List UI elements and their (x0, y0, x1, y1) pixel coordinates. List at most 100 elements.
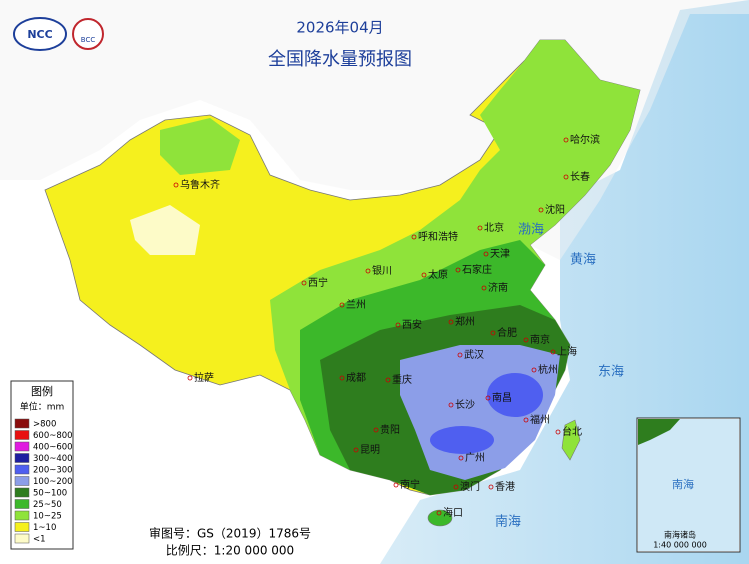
legend-label: 100~200 (33, 477, 73, 487)
city-dot (339, 375, 345, 381)
city-label: 北京 (484, 221, 504, 234)
legend-swatch (14, 487, 30, 498)
city-label: 福州 (530, 413, 550, 426)
inset-sea (638, 419, 739, 551)
city-dot (490, 330, 496, 336)
city-label: 长春 (570, 171, 590, 183)
city-dot (187, 375, 193, 381)
legend-swatch (14, 453, 30, 463)
city-label: 石家庄 (462, 263, 492, 276)
city-dot (458, 455, 464, 461)
legend-swatch (14, 522, 30, 532)
city-dot (523, 417, 529, 423)
city-dot (455, 267, 461, 273)
city-label: 济南 (488, 281, 508, 294)
legend-label: 200~300 (33, 466, 73, 476)
city-label: 台北 (562, 425, 582, 438)
city-dot (538, 207, 544, 213)
city-dot (339, 302, 345, 308)
city-dot (385, 377, 391, 383)
city-label: 沈阳 (545, 203, 565, 216)
footer-approval: 审图号：GS（2019）1786号 (149, 526, 311, 541)
city-label: 南宁 (400, 478, 420, 491)
city-label: 武汉 (464, 348, 484, 361)
city-label: 长沙 (455, 399, 475, 411)
city-dot (373, 427, 379, 433)
sea-label: 东海 (598, 365, 624, 380)
hainan (427, 509, 453, 527)
city-label: 兰州 (346, 298, 366, 311)
city-dot (477, 225, 483, 231)
city-dot (523, 337, 529, 343)
city-dot (531, 367, 537, 373)
region-lt1 (130, 205, 200, 255)
logo-ncc (13, 17, 67, 51)
city-dot (550, 349, 556, 355)
city-dot (353, 447, 359, 453)
city-label: 南昌 (492, 391, 512, 404)
city-label: 香港 (495, 481, 515, 493)
city-label: 重庆 (392, 373, 412, 386)
subtitle: 全国降水量预报图 (268, 49, 412, 70)
region-200-300 (430, 426, 494, 454)
legend-label: 400~600 (33, 443, 73, 453)
city-label: 合肥 (497, 326, 517, 339)
city-label: 乌鲁木齐 (180, 178, 220, 191)
city-dot (365, 268, 371, 274)
legend-swatch (14, 476, 30, 486)
inset-scale: 1:40 000 000 (653, 541, 707, 550)
city-dot (483, 251, 489, 257)
sea-label: 南海 (495, 514, 521, 530)
city-label: 海口 (443, 506, 463, 519)
taiwan (561, 419, 581, 461)
city-label: 郑州 (455, 315, 475, 328)
city-dot (563, 137, 569, 143)
city-dot (453, 484, 459, 490)
legend-swatch (14, 430, 30, 440)
footer-scale: 比例尺：1:20 000 000 (166, 544, 294, 558)
region-200-300 (487, 373, 543, 417)
legend-swatch (14, 441, 30, 452)
city-dot (421, 272, 427, 278)
city-dot (173, 182, 179, 188)
legend-swatch (14, 533, 30, 544)
inset-caption: 南海诸岛 (664, 530, 696, 540)
city-label: 西安 (402, 318, 422, 331)
title: 2026年04月 (296, 19, 383, 37)
city-label: 拉萨 (194, 371, 214, 384)
city-dot (563, 174, 569, 180)
legend-label: <1 (33, 535, 46, 545)
legend-swatch (14, 499, 30, 509)
city-dot (457, 352, 463, 358)
city-label: 南京 (530, 333, 550, 346)
city-label: 澳门 (460, 480, 480, 493)
city-dot (448, 319, 454, 325)
city-label: 广州 (465, 452, 485, 464)
city-dot (481, 285, 487, 291)
logo-ncc-text: NCC (27, 28, 52, 41)
sea-label: 渤海 (518, 222, 544, 238)
city-label: 成都 (346, 372, 366, 384)
legend-unit: 单位：mm (20, 401, 65, 413)
city-label: 上海 (557, 345, 577, 358)
city-label: 呼和浩特 (418, 231, 458, 243)
legend-label: 300~400 (33, 454, 73, 464)
logo-bcc-text: BCC (81, 36, 96, 44)
legend-title: 图例 (31, 384, 53, 398)
logo-bcc (72, 18, 104, 50)
inset-label: 南海 (672, 477, 694, 491)
city-dot (393, 482, 399, 488)
city-dot (436, 510, 442, 516)
city-dot (488, 484, 494, 490)
legend-swatch (14, 418, 30, 429)
city-label: 杭州 (538, 363, 558, 376)
city-label: 哈尔滨 (570, 133, 600, 146)
city-dot (395, 322, 401, 328)
legend-label: 50~100 (33, 489, 67, 499)
city-label: 天津 (490, 248, 510, 260)
legend-label: 10~25 (33, 512, 62, 522)
